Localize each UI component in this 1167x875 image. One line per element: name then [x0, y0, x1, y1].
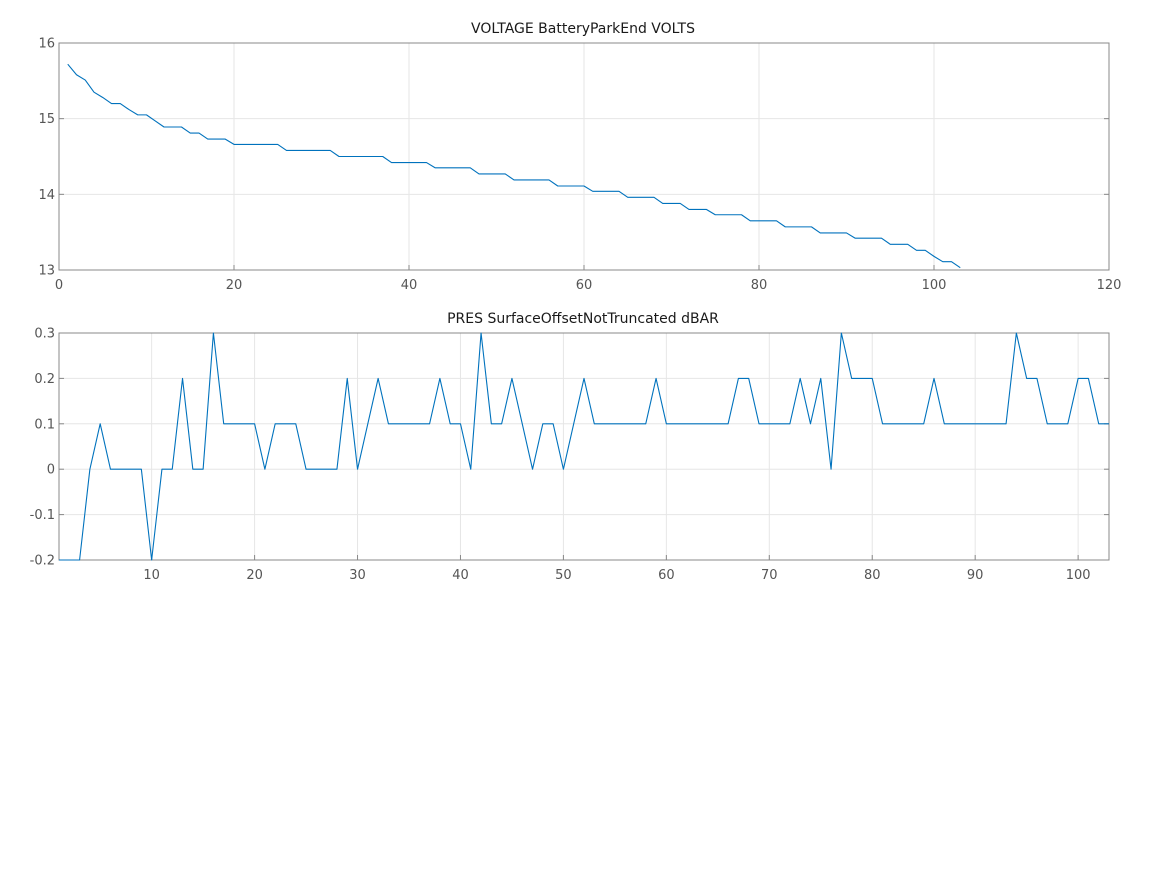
x-tick-label: 0 [55, 278, 63, 293]
y-tick-label: 0.2 [34, 372, 55, 387]
voltage-series [67, 63, 961, 269]
pres-offset-grid [59, 332, 1109, 561]
x-tick-label: 40 [401, 278, 418, 293]
x-tick-label: 40 [452, 568, 469, 583]
x-tick-label: 20 [226, 278, 243, 293]
x-tick-label: 90 [967, 568, 984, 583]
voltage-ticks: 0 20 40 60 80 100 120 13 14 15 16 [38, 37, 1121, 294]
voltage-chart: VOLTAGE BatteryParkEnd VOLTS 0 20 40 60 80 10… [38, 21, 1121, 293]
y-tick-label: 0.3 [34, 327, 55, 342]
series-line [59, 332, 1109, 561]
x-tick-label: 10 [143, 568, 160, 583]
y-tick-label: 14 [38, 188, 55, 203]
x-tick-label: 60 [658, 568, 675, 583]
pres-offset-ticks: 10 20 30 40 50 60 70 80 90 100 -0.2 -0.1 0 0.1 0.2 0.3 [30, 327, 1109, 583]
voltage-chart-title: VOLTAGE BatteryParkEnd VOLTS [471, 21, 695, 37]
x-tick-label: 70 [761, 568, 778, 583]
y-tick-label: -0.1 [30, 508, 55, 523]
x-tick-label: 80 [751, 278, 768, 293]
pres-offset-series [59, 332, 1109, 561]
pres-offset-chart: PRES SurfaceOffsetNotTruncated dBAR 10 20… [30, 311, 1110, 583]
x-tick-label: 100 [922, 278, 947, 293]
pres-offset-chart-title: PRES SurfaceOffsetNotTruncated dBAR [447, 311, 719, 327]
x-tick-label: 100 [1066, 568, 1091, 583]
y-tick-label: 0 [47, 463, 55, 478]
y-tick-label: 0.1 [34, 417, 55, 432]
x-tick-label: 120 [1097, 278, 1122, 293]
pres-offset-axes-box [58, 332, 1110, 561]
x-tick-label: 80 [864, 568, 881, 583]
y-tick-label: 15 [38, 112, 55, 127]
x-tick-label: 30 [349, 568, 366, 583]
series-line [67, 63, 961, 269]
y-tick-label: -0.2 [30, 554, 55, 569]
x-tick-label: 50 [555, 568, 572, 583]
y-tick-label: 16 [38, 37, 55, 52]
x-tick-label: 60 [576, 278, 593, 293]
voltage-grid [58, 42, 1110, 271]
y-tick-label: 13 [38, 264, 55, 279]
x-tick-label: 20 [246, 568, 263, 583]
